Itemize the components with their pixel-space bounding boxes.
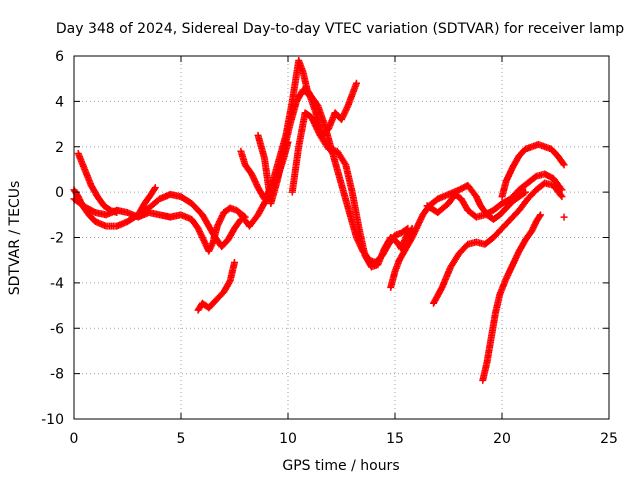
x-tick-label: 15 bbox=[386, 431, 404, 447]
y-tick-label: 2 bbox=[55, 140, 64, 156]
arc-10-marker bbox=[522, 188, 530, 196]
arc-12-marker bbox=[558, 186, 566, 194]
x-tick-labels: 0 5 10 15 20 25 bbox=[70, 431, 618, 447]
arc-14-marker bbox=[559, 160, 567, 168]
arc-2-marker bbox=[151, 184, 159, 192]
x-tick-label: 0 bbox=[70, 431, 79, 447]
arc-13-marker bbox=[537, 211, 545, 219]
y-tick-label: -2 bbox=[50, 231, 64, 247]
arc-10-marker bbox=[520, 189, 528, 197]
x-tick-label: 20 bbox=[493, 431, 511, 447]
y-tick-label: 4 bbox=[55, 94, 64, 110]
x-tick-label: 25 bbox=[600, 431, 618, 447]
y-tick-label: -6 bbox=[50, 321, 64, 337]
chart-title: Day 348 of 2024, Sidereal Day-to-day VTE… bbox=[56, 21, 624, 37]
y-tick-label: -8 bbox=[50, 367, 64, 383]
arc-11-marker bbox=[557, 191, 565, 199]
y-tick-label: -10 bbox=[41, 412, 64, 428]
axis-ticks bbox=[73, 55, 610, 420]
arc-5-marker bbox=[231, 258, 238, 266]
y-axis-label: SDTVAR / TECUs bbox=[7, 181, 23, 296]
y-tick-labels: -10 -8 -6 -4 -2 0 2 4 6 bbox=[41, 49, 64, 428]
x-tick-label: 5 bbox=[177, 431, 186, 447]
x-axis-label: GPS time / hours bbox=[282, 458, 399, 474]
arc-13-marker bbox=[536, 212, 544, 220]
x-tick-label: 10 bbox=[279, 431, 297, 447]
arc-11-marker bbox=[558, 193, 566, 201]
arc-3-marker bbox=[113, 209, 121, 217]
y-tick-label: 6 bbox=[55, 49, 64, 65]
arc-2-marker bbox=[150, 185, 158, 193]
arc-12-marker bbox=[557, 184, 565, 192]
arc-14-marker bbox=[560, 161, 568, 169]
arc-9-marker bbox=[341, 159, 349, 167]
data-points bbox=[70, 57, 568, 384]
y-tick-label: 0 bbox=[55, 185, 64, 201]
arc-8-marker bbox=[352, 79, 360, 87]
arc-15-marker bbox=[560, 213, 568, 221]
y-tick-label: -4 bbox=[50, 276, 64, 292]
